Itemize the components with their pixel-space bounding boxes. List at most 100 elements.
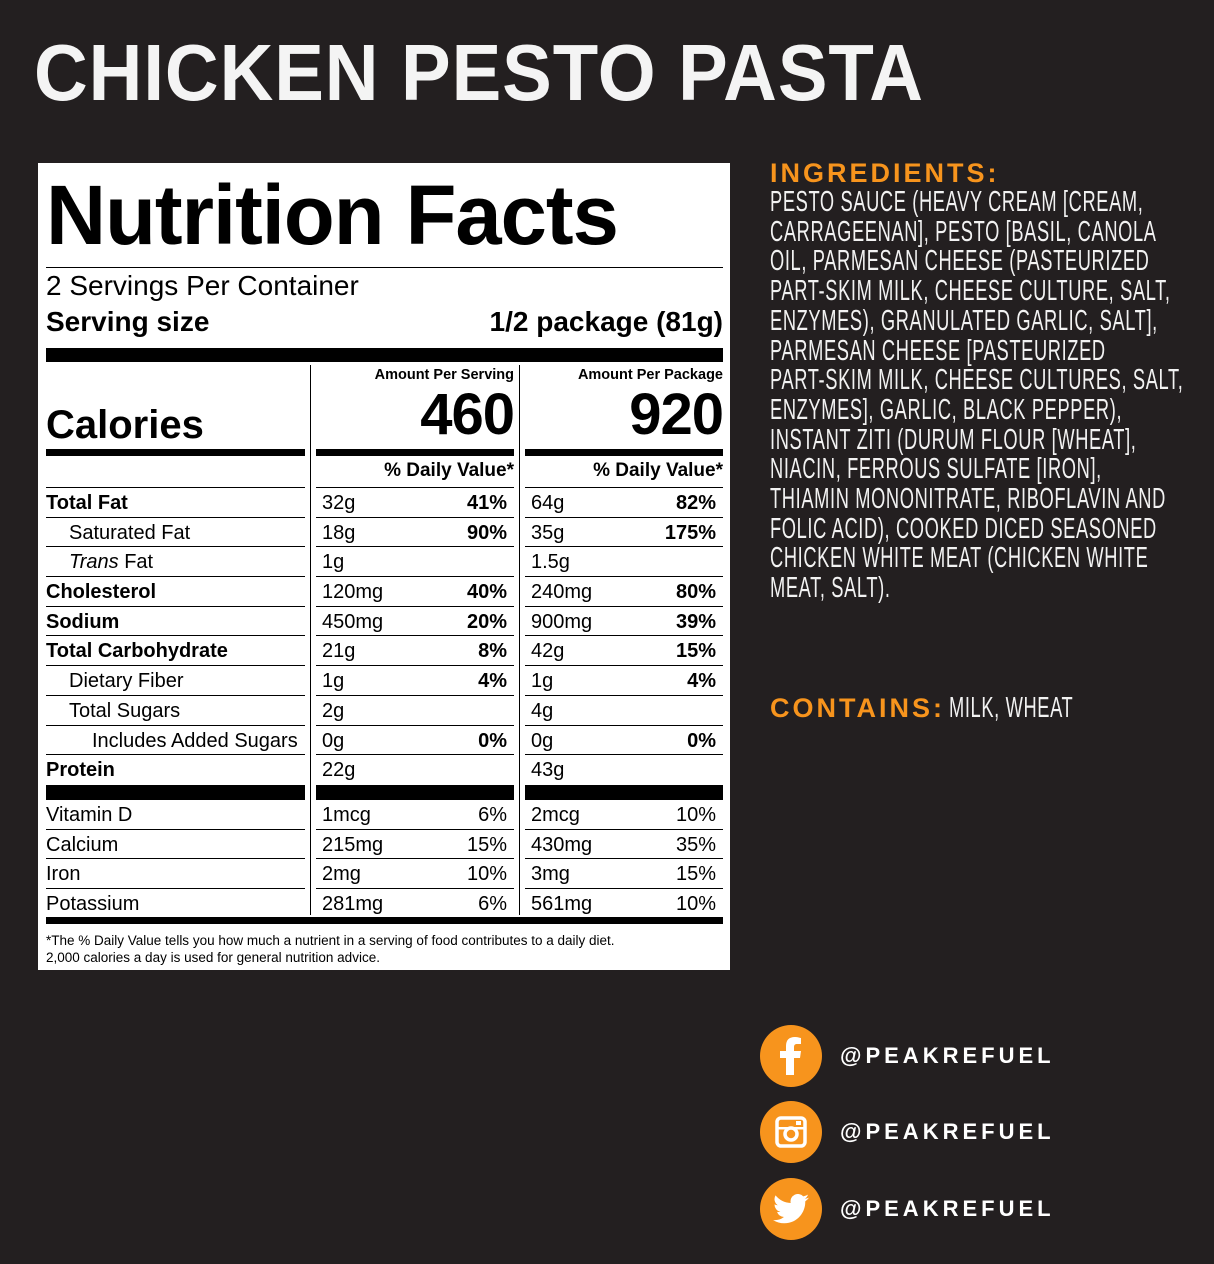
daily-value-percent: 4% — [687, 670, 716, 693]
nutrient-row: 120mg 40% — [316, 576, 514, 606]
nutrient-name: Total Sugars — [69, 699, 181, 722]
amount-value: 1mcg — [322, 803, 371, 826]
nutrient-row: 2g — [316, 694, 514, 725]
amount-value: 42g — [531, 640, 565, 663]
nutrient-name-column: Calories Total Fat Saturated Fat Trans Fat… — [46, 365, 305, 918]
facebook-handle[interactable]: @PEAKREFUEL — [840, 1043, 1055, 1068]
ingredients-line: PART-SKIM MILK, CHEESE CULTURES, SALT, — [770, 364, 1184, 397]
nutrient-row: 1mcg 6% — [316, 798, 514, 829]
column-divider — [519, 365, 520, 915]
amount-value: 22g — [322, 759, 356, 782]
daily-value-percent: 10% — [675, 803, 716, 826]
amount-value: 215mg — [322, 833, 384, 856]
ingredients-line: ENZYMES], GARLIC, BLACK PEPPER), — [770, 393, 1123, 426]
amount-value: 1.5g — [531, 551, 570, 574]
nutrition-facts-heading: Nutrition Facts — [46, 168, 619, 262]
twitter-icon[interactable] — [760, 1178, 822, 1240]
amount-value: 2g — [322, 699, 345, 722]
daily-value-percent: 82% — [675, 492, 716, 514]
nutrient-row: 450mg 20% — [316, 605, 514, 636]
nutrient-row: Saturated Fat — [46, 516, 305, 547]
product-title: CHICKEN PESTO PASTA — [34, 28, 924, 117]
daily-value-percent: 35% — [675, 833, 716, 856]
nutrient-name: Cholesterol — [46, 581, 157, 604]
nutrient-row: 64g 82% — [525, 487, 723, 517]
nutrient-row: 1.5g — [525, 546, 723, 576]
nutrient-row: Potassium — [46, 887, 305, 918]
daily-value-percent: 80% — [675, 581, 716, 604]
nutrient-row: 21g 8% — [316, 635, 514, 665]
amount-value: 3mg — [531, 863, 570, 886]
daily-value-percent: 40% — [466, 581, 507, 604]
nutrient-row: Dietary Fiber — [46, 665, 305, 695]
amount-value: 1g — [322, 551, 345, 574]
thick-divider — [46, 784, 305, 799]
nutrient-row: 43g — [525, 754, 723, 784]
nutrient-name: Dietary Fiber — [69, 670, 184, 693]
amount-value: 900mg — [531, 610, 593, 633]
per-serving-column: Amount Per Serving 460 % Daily Value* 32… — [316, 365, 515, 918]
social-instagram[interactable]: @PEAKREFUEL — [760, 1101, 1055, 1163]
instagram-icon[interactable] — [760, 1101, 822, 1163]
nutrient-name: Protein — [46, 759, 115, 782]
daily-value-percent: 41% — [466, 492, 507, 514]
daily-value-percent: 8% — [478, 640, 507, 663]
ingredients-line: THIAMIN MONONITRATE, RIBOFLAVIN AND — [770, 483, 1166, 516]
contains-label: CONTAINS: — [770, 693, 945, 723]
footnote: *The % Daily Value tells you how much a … — [46, 932, 615, 966]
nutrient-row: 22g — [316, 754, 514, 784]
thick-divider — [46, 449, 305, 456]
daily-value-percent: 15% — [466, 833, 507, 856]
amount-value: 0g — [531, 729, 554, 752]
nutrient-row: 215mg 15% — [316, 828, 514, 859]
serving-size-row: Serving size 1/2 package (81g) — [46, 304, 723, 340]
nutrient-row: 0g 0% — [316, 724, 514, 755]
daily-value-percent: 90% — [466, 521, 507, 544]
nutrient-row: 430mg 35% — [525, 828, 723, 859]
amount-per-package-label: Amount Per Package — [577, 367, 723, 383]
daily-value-percent: 20% — [466, 610, 507, 633]
social-twitter[interactable]: @PEAKREFUEL — [760, 1178, 1055, 1240]
nutrient-row: Calcium — [46, 828, 305, 859]
amount-value: 32g — [322, 492, 356, 514]
daily-value-percent: 0% — [478, 729, 507, 752]
amount-value: 4g — [531, 699, 554, 722]
ingredients-section: INGREDIENTS: PESTO SAUCE (HEAVY CREAM [C… — [770, 158, 1214, 604]
amount-value: 21g — [322, 640, 356, 663]
nutrient-row: 42g 15% — [525, 635, 723, 665]
ingredients-line: CHICKEN WHITE MEAT (CHICKEN WHITE — [770, 542, 1149, 575]
facebook-icon[interactable] — [760, 1025, 822, 1087]
amount-value: 240mg — [531, 581, 593, 604]
ingredients-line: MEAT, SALT). — [770, 572, 891, 605]
thick-divider — [46, 348, 723, 362]
nutrient-name: Potassium — [46, 892, 140, 915]
nutrient-row: 35g 175% — [525, 516, 723, 547]
nutrient-row: Protein — [46, 754, 305, 784]
instagram-handle[interactable]: @PEAKREFUEL — [840, 1119, 1055, 1144]
nutrient-row: Vitamin D — [46, 798, 305, 829]
nutrient-name: Total Carbohydrate — [46, 640, 228, 663]
footnote-line: 2,000 calories a day is used for general… — [46, 950, 380, 965]
daily-value-percent: 10% — [466, 863, 507, 886]
nutrient-name: Sodium — [46, 610, 120, 633]
calories-per-serving: 460 — [420, 382, 515, 447]
calories-label: Calories — [46, 403, 204, 447]
divider — [46, 267, 723, 268]
per-package-column: Amount Per Package 920 % Daily Value* 64… — [525, 365, 724, 918]
daily-value-percent: 4% — [478, 670, 507, 693]
amount-value: 450mg — [322, 610, 384, 633]
calories-per-package: 920 — [629, 382, 724, 447]
daily-value-percent: 15% — [675, 640, 716, 663]
ingredients-line: ENZYMES), GRANULATED GARLIC, SALT], — [770, 304, 1158, 337]
nutrient-row: 18g 90% — [316, 516, 514, 547]
allergen-statement: CONTAINS: MILK, WHEAT — [770, 692, 1147, 725]
social-facebook[interactable]: @PEAKREFUEL — [760, 1025, 1055, 1087]
nutrient-name: Calcium — [46, 833, 119, 856]
nutrient-row: 0g 0% — [525, 724, 723, 755]
thick-divider — [46, 917, 723, 924]
amount-value: 43g — [531, 759, 565, 782]
ingredients-line: OIL, PARMESAN CHEESE (PASTEURIZED — [770, 245, 1150, 278]
amount-value: 0g — [322, 729, 345, 752]
daily-value-header: % Daily Value* — [384, 460, 514, 481]
twitter-handle[interactable]: @PEAKREFUEL — [840, 1196, 1055, 1221]
